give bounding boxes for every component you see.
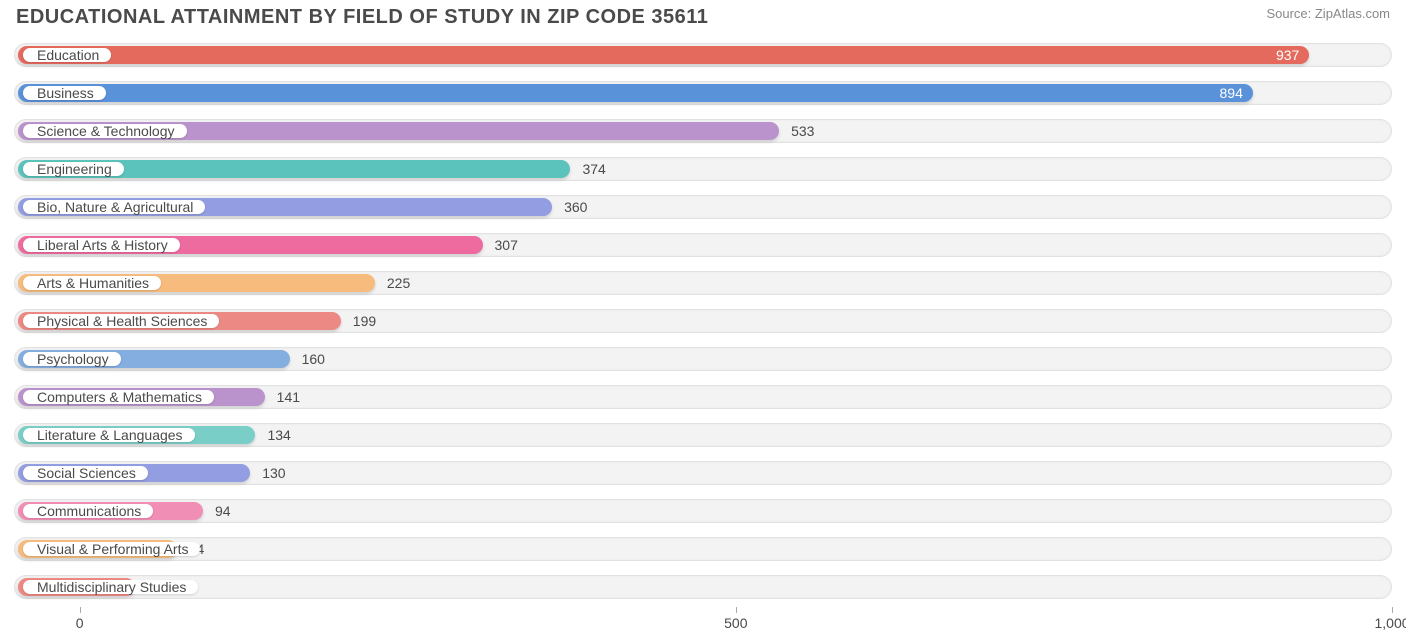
bar-track bbox=[14, 575, 1392, 599]
bar-label: Liberal Arts & History bbox=[37, 237, 168, 253]
chart-source: Source: ZipAtlas.com bbox=[1266, 6, 1390, 21]
bar-label: Engineering bbox=[37, 161, 112, 177]
bar-label: Science & Technology bbox=[37, 123, 175, 139]
bar-value: 307 bbox=[495, 237, 518, 253]
bar-value: 374 bbox=[582, 161, 605, 177]
bar-label: Communications bbox=[37, 503, 141, 519]
bar-row: 130 Social Sciences bbox=[14, 455, 1392, 491]
axis-tick-label: 0 bbox=[76, 615, 84, 631]
bar-label-pill: Liberal Arts & History bbox=[23, 238, 180, 252]
bar-label-pill: Literature & Languages bbox=[23, 428, 195, 442]
bar-label: Physical & Health Sciences bbox=[37, 313, 207, 329]
axis-tick bbox=[736, 607, 737, 613]
bar-label-pill: Communications bbox=[23, 504, 153, 518]
bar-label: Social Sciences bbox=[37, 465, 136, 481]
chart-title: EDUCATIONAL ATTAINMENT BY FIELD OF STUDY… bbox=[16, 6, 708, 29]
bar-label-pill: Computers & Mathematics bbox=[23, 390, 214, 404]
bar-value: 130 bbox=[262, 465, 285, 481]
bar-fill: 894 bbox=[18, 84, 1253, 102]
bar-row: 42Multidisciplinary Studies bbox=[14, 569, 1392, 605]
bar-track bbox=[14, 537, 1392, 561]
bar-row: 141 Computers & Mathematics bbox=[14, 379, 1392, 415]
bar-label: Visual & Performing Arts bbox=[37, 541, 188, 557]
x-axis: 05001,000 bbox=[14, 607, 1392, 637]
bar-label-pill: Bio, Nature & Agricultural bbox=[23, 200, 205, 214]
bar-value: 141 bbox=[277, 389, 300, 405]
bar-row: 307 Liberal Arts & History bbox=[14, 227, 1392, 263]
axis-tick bbox=[80, 607, 81, 613]
bar-label-pill: Engineering bbox=[23, 162, 124, 176]
bar-label: Computers & Mathematics bbox=[37, 389, 202, 405]
bar-row: 199 Physical & Health Sciences bbox=[14, 303, 1392, 339]
bar-row: 160 Psychology bbox=[14, 341, 1392, 377]
bar-row: 374 Engineering bbox=[14, 151, 1392, 187]
axis-tick-label: 1,000 bbox=[1374, 615, 1406, 631]
bar-chart: 937 Education 894 Business 533 Science & Tech… bbox=[0, 33, 1406, 605]
axis-tick-label: 500 bbox=[724, 615, 747, 631]
bar-label-pill: Multidisciplinary Studies bbox=[23, 580, 198, 594]
bar-label-pill: Social Sciences bbox=[23, 466, 148, 480]
bar-label-pill: Visual & Performing Arts bbox=[23, 542, 200, 556]
bar-row: 360 Bio, Nature & Agricultural bbox=[14, 189, 1392, 225]
bar-label: Bio, Nature & Agricultural bbox=[37, 199, 193, 215]
bar-value: 160 bbox=[302, 351, 325, 367]
bar-value: 937 bbox=[1276, 47, 1299, 63]
bar-value: 360 bbox=[564, 199, 587, 215]
bar-label-pill: Psychology bbox=[23, 352, 121, 366]
bar-row: 225 Arts & Humanities bbox=[14, 265, 1392, 301]
bar-value: 199 bbox=[353, 313, 376, 329]
axis-tick bbox=[1392, 607, 1393, 613]
bar-label: Literature & Languages bbox=[37, 427, 183, 443]
bar-label-pill: Physical & Health Sciences bbox=[23, 314, 219, 328]
bar-row: 94 Communications bbox=[14, 493, 1392, 529]
chart-header: EDUCATIONAL ATTAINMENT BY FIELD OF STUDY… bbox=[0, 0, 1406, 33]
bar-label-pill: Education bbox=[23, 48, 111, 62]
bar-label: Psychology bbox=[37, 351, 109, 367]
bar-label: Multidisciplinary Studies bbox=[37, 579, 186, 595]
bar-fill: 937 bbox=[18, 46, 1309, 64]
bar-label-pill: Arts & Humanities bbox=[23, 276, 161, 290]
bar-label: Business bbox=[37, 85, 94, 101]
bar-label: Education bbox=[37, 47, 99, 63]
bar-row: 894 Business bbox=[14, 75, 1392, 111]
bar-value: 94 bbox=[215, 503, 231, 519]
bar-value: 533 bbox=[791, 123, 814, 139]
bar-label-pill: Business bbox=[23, 86, 106, 100]
bar-row: 937 Education bbox=[14, 37, 1392, 73]
bar-value: 894 bbox=[1220, 85, 1243, 101]
bar-row: 134 Literature & Languages bbox=[14, 417, 1392, 453]
bar-row: 74Visual & Performing Arts bbox=[14, 531, 1392, 567]
bar-row: 533 Science & Technology bbox=[14, 113, 1392, 149]
bar-label: Arts & Humanities bbox=[37, 275, 149, 291]
bar-value: 225 bbox=[387, 275, 410, 291]
bar-label-pill: Science & Technology bbox=[23, 124, 187, 138]
bar-value: 134 bbox=[267, 427, 290, 443]
